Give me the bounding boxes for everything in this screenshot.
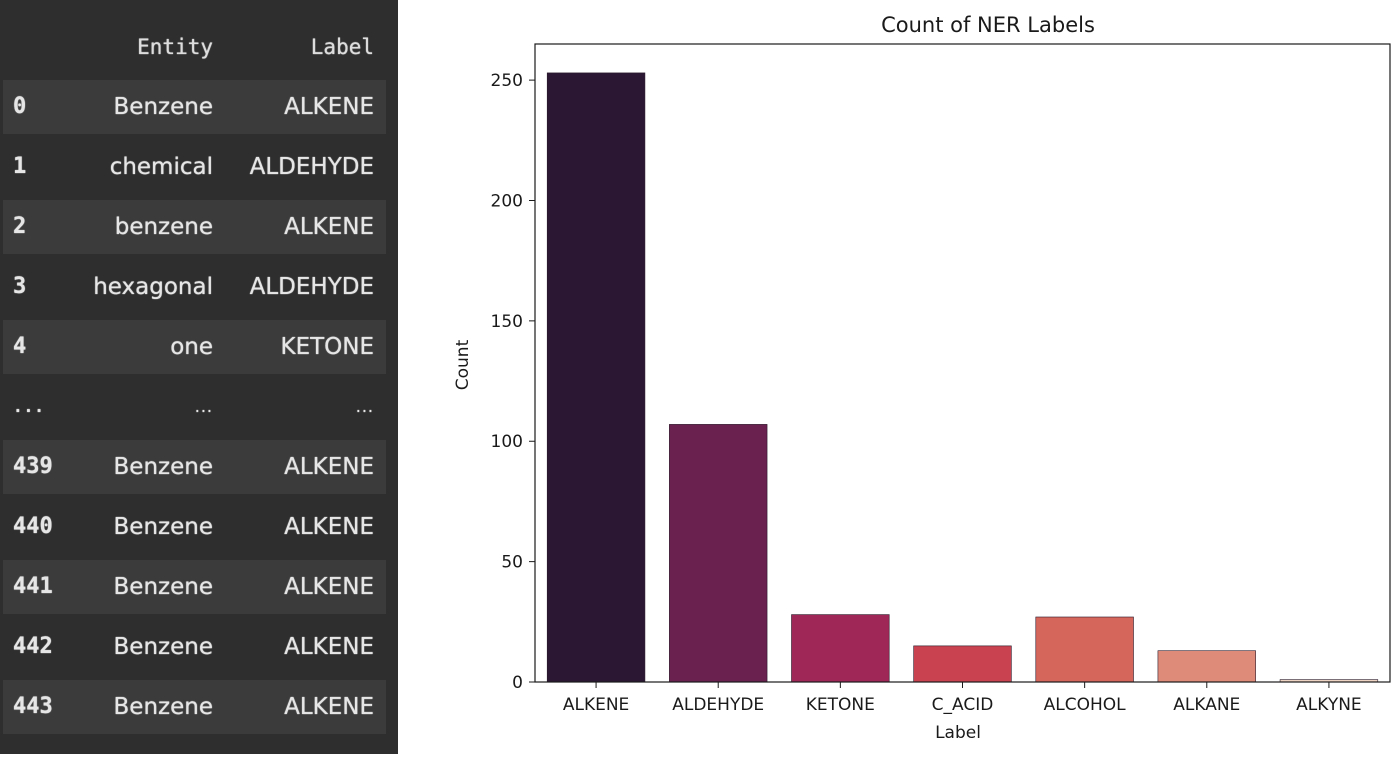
x-tick-label: ALKYNE: [1296, 695, 1362, 715]
entity-cell: Benzene: [113, 574, 213, 600]
entity-cell: Benzene: [113, 94, 213, 120]
row-index: 4: [13, 334, 27, 359]
y-tick-label: 150: [491, 312, 523, 332]
entity-cell: Benzene: [113, 694, 213, 720]
dataframe-output: Entity Label 0 Benzene ALKENE 1 chemical…: [0, 0, 398, 754]
label-cell: ...: [355, 397, 374, 416]
column-header-entity: Entity: [137, 35, 213, 59]
row-index: 1: [13, 154, 27, 179]
label-cell: ALKENE: [284, 214, 374, 240]
table-row: 1 chemical ALDEHYDE: [3, 140, 386, 194]
x-tick-label: KETONE: [806, 695, 875, 715]
table-row: 2 benzene ALKENE: [3, 200, 386, 254]
chart-title: Count of NER Labels: [881, 13, 1095, 37]
table-row: 441 Benzene ALKENE: [3, 560, 386, 614]
y-tick-label: 200: [491, 191, 523, 211]
entity-cell: chemical: [109, 154, 213, 180]
label-cell: ALDEHYDE: [249, 274, 374, 300]
plot-frame: [534, 43, 1391, 683]
bar-alcohol: [1035, 616, 1134, 683]
label-cell: ALDEHYDE: [249, 154, 374, 180]
label-cell: KETONE: [280, 334, 374, 360]
row-index: ...: [13, 397, 45, 416]
table-row: 0 Benzene ALKENE: [3, 80, 386, 134]
row-index: 442: [13, 634, 53, 659]
y-tick-label: 100: [491, 432, 523, 452]
label-cell: ALKENE: [284, 634, 374, 660]
label-cell: ALKENE: [284, 694, 374, 720]
y-tick-label: 250: [491, 71, 523, 91]
entity-cell: Benzene: [113, 514, 213, 540]
bar-alkene: [546, 72, 646, 683]
x-tick-label: ALKENE: [563, 695, 629, 715]
entity-cell: Benzene: [113, 454, 213, 480]
bar-ketone: [791, 614, 890, 683]
row-index: 0: [13, 94, 27, 119]
label-cell: ALKENE: [284, 94, 374, 120]
ner-label-count-chart: Count of NER Labels Label Count ALKENE AL…: [398, 0, 1400, 754]
x-tick-label: ALKANE: [1173, 695, 1240, 715]
entity-cell: one: [170, 334, 213, 360]
bar-aldehyde: [669, 424, 768, 683]
table-row: 440 Benzene ALKENE: [3, 500, 386, 554]
x-tick-label: ALCOHOL: [1044, 695, 1127, 715]
bar-c-acid: [913, 645, 1012, 683]
table-row-ellipsis: ... ... ...: [3, 380, 386, 434]
x-tick-label: C_ACID: [932, 695, 994, 715]
y-axis-label: Count: [453, 339, 473, 390]
row-index: 439: [13, 454, 53, 479]
label-cell: ALKENE: [284, 514, 374, 540]
row-index: 440: [13, 514, 53, 539]
table-row: 4 one KETONE: [3, 320, 386, 374]
entity-cell: benzene: [114, 214, 213, 240]
table-header-row: Entity Label: [3, 20, 386, 74]
row-index: 2: [13, 214, 27, 239]
table-row: 442 Benzene ALKENE: [3, 620, 386, 674]
y-tick-label: 50: [501, 553, 523, 573]
row-index: 443: [13, 694, 53, 719]
y-tick-label: 0: [512, 673, 523, 693]
label-cell: ALKENE: [284, 454, 374, 480]
table-row: 3 hexagonal ALDEHYDE: [3, 260, 386, 314]
bar-alkane: [1157, 650, 1256, 683]
entity-cell: ...: [194, 397, 213, 416]
entity-cell: hexagonal: [93, 274, 213, 300]
row-index: 441: [13, 574, 53, 599]
table-row: 443 Benzene ALKENE: [3, 680, 386, 734]
entity-cell: Benzene: [113, 634, 213, 660]
x-axis-label: Label: [935, 723, 981, 743]
row-index: 3: [13, 274, 27, 299]
column-header-label: Label: [310, 35, 374, 59]
label-cell: ALKENE: [284, 574, 374, 600]
x-tick-label: ALDEHYDE: [672, 695, 764, 715]
table-row: 439 Benzene ALKENE: [3, 440, 386, 494]
bar-chart-svg: Count of NER Labels Label Count ALKENE AL…: [453, 13, 1391, 743]
